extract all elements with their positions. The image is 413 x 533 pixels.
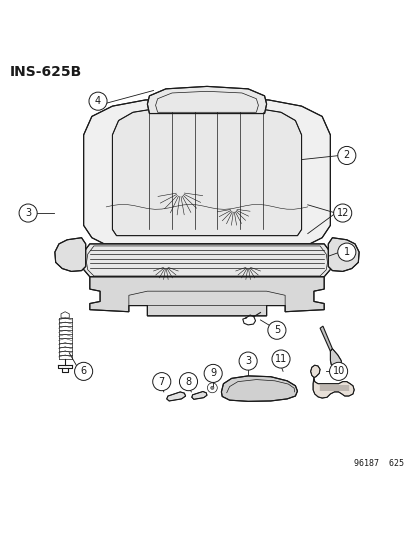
Text: INS-625B: INS-625B	[9, 65, 82, 79]
Polygon shape	[81, 244, 332, 277]
Circle shape	[337, 147, 355, 165]
Text: 11: 11	[274, 354, 287, 364]
Polygon shape	[166, 392, 185, 401]
Text: 12: 12	[336, 208, 348, 218]
Text: 4: 4	[95, 96, 101, 106]
Circle shape	[271, 350, 290, 368]
Polygon shape	[191, 392, 206, 399]
Polygon shape	[90, 277, 323, 316]
Text: 3: 3	[25, 208, 31, 218]
Text: 2: 2	[343, 150, 349, 160]
Circle shape	[152, 373, 171, 391]
Circle shape	[207, 383, 217, 393]
Text: 6: 6	[81, 366, 86, 376]
Circle shape	[74, 362, 93, 381]
Polygon shape	[310, 365, 319, 377]
Text: 1: 1	[343, 247, 349, 257]
Text: 3: 3	[244, 356, 251, 366]
Polygon shape	[55, 238, 85, 271]
Text: 10: 10	[332, 366, 344, 376]
Circle shape	[267, 321, 285, 340]
Circle shape	[238, 352, 256, 370]
Polygon shape	[330, 349, 341, 367]
Circle shape	[337, 243, 355, 261]
Circle shape	[333, 204, 351, 222]
Polygon shape	[319, 326, 332, 351]
Circle shape	[89, 92, 107, 110]
Circle shape	[210, 386, 214, 390]
Circle shape	[179, 373, 197, 391]
Polygon shape	[328, 238, 358, 271]
Text: 96187  625: 96187 625	[354, 459, 404, 468]
Polygon shape	[312, 377, 354, 398]
Polygon shape	[83, 98, 330, 244]
Polygon shape	[147, 86, 266, 114]
Text: 7: 7	[158, 377, 164, 386]
Polygon shape	[112, 106, 301, 236]
Text: 5: 5	[273, 325, 279, 335]
Text: 8: 8	[185, 377, 191, 386]
Circle shape	[19, 204, 37, 222]
Text: 9: 9	[210, 368, 216, 378]
Polygon shape	[221, 376, 297, 401]
Circle shape	[329, 362, 347, 381]
Circle shape	[204, 365, 222, 383]
